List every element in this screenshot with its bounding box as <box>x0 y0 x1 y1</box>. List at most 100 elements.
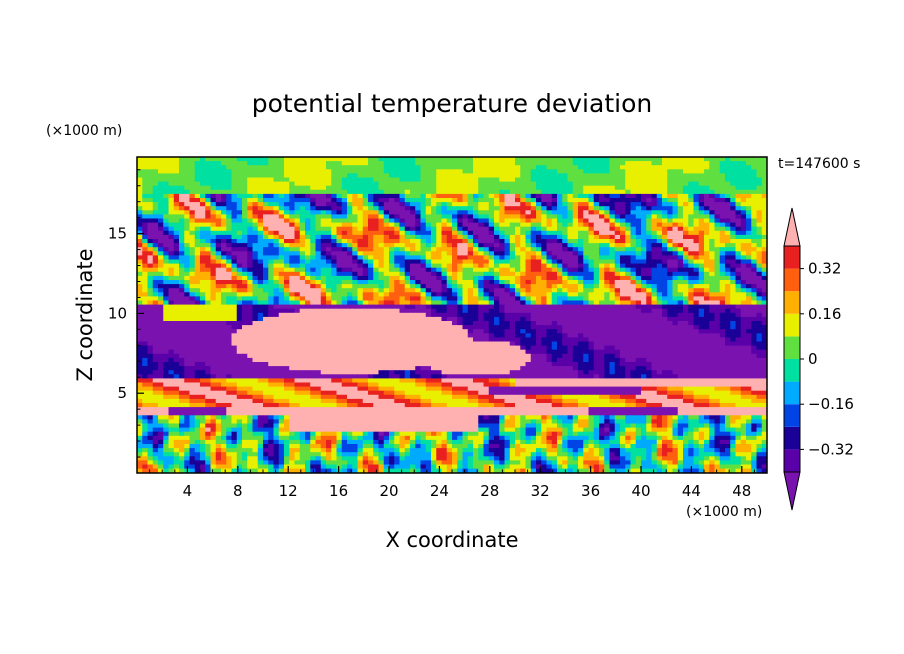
heatmap-cell <box>147 308 154 314</box>
heatmap-cell <box>656 202 663 207</box>
heatmap-cell <box>483 214 490 219</box>
heatmap-cell <box>294 316 301 322</box>
heatmap-cell <box>578 177 584 183</box>
heatmap-cell <box>483 243 490 248</box>
heatmap-cell <box>368 157 374 162</box>
heatmap-cell <box>504 177 511 183</box>
heatmap-cell <box>263 198 269 203</box>
heatmap-cell <box>646 214 652 219</box>
heatmap-cell <box>231 161 238 166</box>
heatmap-cell <box>473 325 479 330</box>
heatmap-cell <box>467 325 474 330</box>
heatmap-cell <box>315 292 322 297</box>
heatmap-cell <box>137 161 143 166</box>
heatmap-cell <box>425 193 432 199</box>
heatmap-cell <box>488 255 495 260</box>
heatmap-cell <box>168 255 175 260</box>
heatmap-cell <box>410 161 416 166</box>
heatmap-cell <box>567 296 574 301</box>
heatmap-cell <box>667 202 673 207</box>
heatmap-cell <box>572 214 579 219</box>
heatmap-cell <box>394 275 400 281</box>
heatmap-cell <box>751 226 757 232</box>
heatmap-cell <box>735 226 742 232</box>
heatmap-cell <box>698 218 705 224</box>
heatmap-cell <box>714 214 721 219</box>
heatmap-cell <box>761 193 767 199</box>
heatmap-cell <box>630 292 637 297</box>
heatmap-cell <box>294 296 301 301</box>
heatmap-cell <box>551 157 558 162</box>
heatmap-cell <box>467 308 474 314</box>
heatmap-cell <box>305 243 311 248</box>
heatmap-cell <box>236 308 243 314</box>
heatmap-cell <box>641 284 647 289</box>
heatmap-cell <box>268 243 274 248</box>
heatmap-cell <box>158 325 164 330</box>
heatmap-cell <box>137 243 143 248</box>
heatmap-cell <box>221 300 227 306</box>
heatmap-cell <box>226 202 232 207</box>
heatmap-cell <box>294 275 301 281</box>
heatmap-cell <box>215 325 222 330</box>
heatmap-cell <box>698 214 705 219</box>
heatmap-cell <box>231 288 238 293</box>
heatmap-cell <box>147 206 154 211</box>
heatmap-cell <box>583 280 589 285</box>
heatmap-cell <box>662 259 668 265</box>
heatmap-cell <box>273 288 280 293</box>
heatmap-cell <box>242 206 248 211</box>
heatmap-cell <box>473 181 479 187</box>
heatmap-cell <box>368 173 374 178</box>
heatmap-cell <box>200 325 206 330</box>
heatmap-cell <box>494 251 500 256</box>
heatmap-cell <box>546 247 553 252</box>
heatmap-cell <box>347 308 353 314</box>
heatmap-cell <box>662 202 668 207</box>
heatmap-cell <box>504 206 511 211</box>
heatmap-cell <box>620 304 626 310</box>
heatmap-cell <box>410 157 416 162</box>
heatmap-cell <box>152 202 159 207</box>
heatmap-cell <box>662 173 668 178</box>
heatmap-cell <box>147 251 154 256</box>
heatmap-cell <box>415 202 421 207</box>
heatmap-cell <box>399 193 406 199</box>
heatmap-cell <box>725 193 731 199</box>
heatmap-cell <box>152 222 159 228</box>
heatmap-cell <box>525 234 532 240</box>
heatmap-cell <box>704 312 710 318</box>
heatmap-cell <box>268 214 274 219</box>
heatmap-cell <box>525 259 532 265</box>
heatmap-cell <box>404 259 411 265</box>
heatmap-cell <box>483 189 490 195</box>
heatmap-cell <box>231 255 238 260</box>
heatmap-cell <box>509 312 516 318</box>
heatmap-cell <box>677 161 684 166</box>
heatmap-cell <box>504 189 511 195</box>
heatmap-cell <box>557 251 563 256</box>
heatmap-cell <box>541 185 547 191</box>
heatmap-cell <box>158 284 164 289</box>
heatmap-cell <box>698 198 705 203</box>
heatmap-cell <box>557 316 563 322</box>
heatmap-cell <box>168 230 175 236</box>
heatmap-cell <box>583 202 589 207</box>
heatmap-cell <box>425 296 432 301</box>
heatmap-cell <box>630 263 637 269</box>
heatmap-cell <box>205 206 211 211</box>
heatmap-cell <box>184 210 190 215</box>
heatmap-cell <box>698 247 705 252</box>
heatmap-cell <box>147 226 154 232</box>
heatmap-cell <box>509 198 516 203</box>
heatmap-cell <box>315 165 322 170</box>
heatmap-cell <box>415 304 421 310</box>
heatmap-cell <box>226 284 232 289</box>
heatmap-cell <box>761 222 767 228</box>
heatmap-cell <box>362 284 369 289</box>
heatmap-cell <box>210 161 217 166</box>
heatmap-cell <box>205 202 211 207</box>
heatmap-cell <box>226 243 232 248</box>
heatmap-cell <box>431 230 437 236</box>
heatmap-cell <box>593 300 600 306</box>
